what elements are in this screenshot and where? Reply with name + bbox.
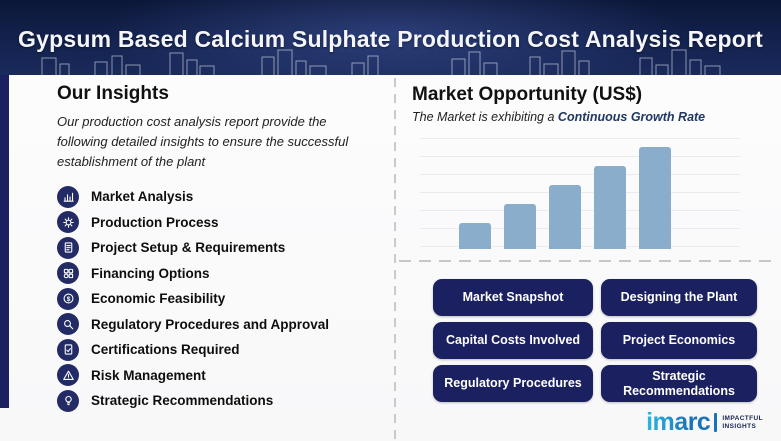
market-subtitle-highlight: Continuous Growth Rate: [557, 110, 706, 124]
insight-item: Regulatory Procedures and Approval: [57, 313, 382, 336]
insights-list: Market Analysis Production Process Project…: [57, 185, 382, 412]
insight-item-label: Risk Management: [91, 367, 206, 383]
risk-management-icon: [57, 364, 79, 387]
market-title: Market Opportunity (US$): [412, 84, 643, 105]
insight-item-label: Strategic Recommendations: [91, 393, 274, 409]
insight-item: Certifications Required: [57, 338, 382, 361]
svg-text:$: $: [66, 296, 70, 303]
imarc-tagline-line1: IMPACTFUL: [722, 414, 763, 422]
market-subtitle: The Market is exhibiting a Continuous Gr…: [412, 110, 772, 124]
insight-item-label: Production Process: [91, 214, 219, 230]
imarc-logo: imarc IMPACTFUL INSIGHTS: [646, 410, 763, 435]
insight-item-label: Project Setup & Requirements: [91, 240, 286, 256]
insight-item: Strategic Recommendations: [57, 389, 382, 412]
insight-item: Risk Management: [57, 364, 382, 387]
insights-description: Our production cost analysis report prov…: [57, 114, 349, 170]
market-subtitle-prefix: The Market is exhibiting a: [412, 110, 555, 124]
section-button-project-economics[interactable]: Project Economics: [601, 322, 757, 359]
insight-item: Project Setup & Requirements: [57, 236, 382, 259]
strategic-recommendations-icon: [57, 389, 79, 412]
horizontal-divider: [399, 260, 779, 262]
insight-item: Production Process: [57, 211, 382, 234]
insight-item-label: Financing Options: [91, 265, 210, 281]
header: Gypsum Based Calcium Sulphate Production…: [0, 0, 781, 76]
section-button-designing-the-plant[interactable]: Designing the Plant: [601, 279, 757, 316]
market-panel-header: Market Opportunity (US$) The Market is e…: [412, 84, 772, 124]
section-button-market-snapshot[interactable]: Market Snapshot: [433, 279, 593, 316]
imarc-logo-tagline: IMPACTFUL INSIGHTS: [722, 415, 763, 430]
insight-item-label: Certifications Required: [91, 342, 240, 358]
insights-title: Our Insights: [57, 83, 169, 104]
chart-bar: [504, 204, 536, 249]
report-sections-grid: Market Snapshot Designing the Plant Capita…: [433, 279, 757, 402]
growth-bar-chart: [420, 138, 740, 249]
insight-item-label: Market Analysis: [91, 189, 194, 205]
imarc-logo-separator: [714, 413, 718, 432]
certifications-icon: [57, 338, 79, 361]
economic-feasibility-icon: $: [57, 287, 79, 310]
financing-options-icon: [57, 262, 79, 285]
chart-bar: [459, 223, 491, 249]
chart-bar: [549, 185, 581, 249]
chart-bar: [594, 166, 626, 249]
project-setup-icon: [57, 236, 79, 259]
insight-item: Financing Options: [57, 262, 382, 285]
imarc-logo-wordmark: imarc: [646, 408, 711, 436]
section-button-strategic-recommendations[interactable]: Strategic Recommendations: [601, 365, 757, 402]
production-process-icon: [57, 211, 79, 234]
left-accent-bar: [0, 75, 9, 408]
regulatory-procedures-icon: [57, 313, 79, 336]
chart-bar: [639, 147, 671, 249]
insight-item: $ Economic Feasibility: [57, 287, 382, 310]
city-skyline-graphic: [41, 49, 721, 76]
page-title: Gypsum Based Calcium Sulphate Production…: [18, 26, 763, 52]
vertical-divider: [394, 78, 396, 441]
insight-item: Market Analysis: [57, 185, 382, 208]
insights-panel: Our Insights Our production cost analysi…: [57, 83, 382, 415]
imarc-tagline-line2: INSIGHTS: [722, 423, 757, 430]
section-button-regulatory-procedures[interactable]: Regulatory Procedures: [433, 365, 593, 402]
market-analysis-icon: [57, 185, 79, 208]
section-button-capital-costs-involved[interactable]: Capital Costs Involved: [433, 322, 593, 359]
insight-item-label: Regulatory Procedures and Approval: [91, 316, 330, 332]
insight-item-label: Economic Feasibility: [91, 291, 226, 307]
